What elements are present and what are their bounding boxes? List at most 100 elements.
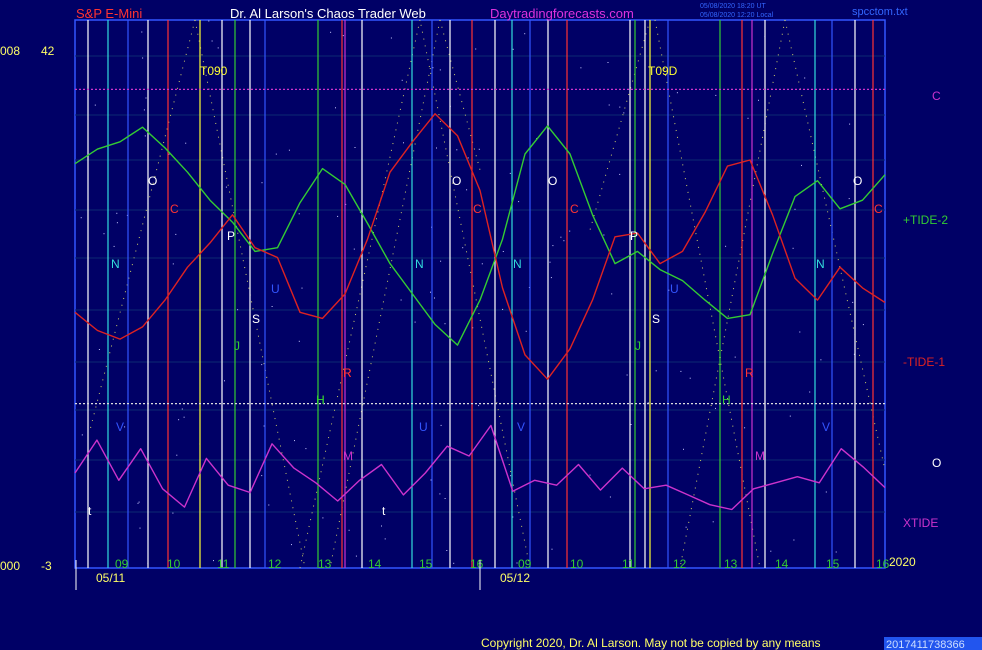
x-tick-label: 10 xyxy=(167,557,181,571)
diag-dotted-line xyxy=(589,19,651,231)
star-dot xyxy=(569,230,571,232)
star-dot xyxy=(337,215,339,217)
star-dot xyxy=(144,135,146,137)
star-dot xyxy=(770,550,772,552)
x-tick-label: 16 xyxy=(876,557,890,571)
site-link[interactable]: Daytradingforecasts.com xyxy=(490,6,634,21)
legend-c: C xyxy=(932,89,941,103)
line-label: P xyxy=(630,229,638,243)
star-dot xyxy=(619,106,621,108)
line-label: N xyxy=(513,257,522,271)
line-label: O xyxy=(148,174,157,188)
star-dot xyxy=(611,293,613,295)
x-year-label: 2020 xyxy=(889,555,916,569)
star-dot xyxy=(510,475,512,477)
line-label: V xyxy=(517,420,525,434)
x-tick-label: 13 xyxy=(724,557,738,571)
star-dot xyxy=(261,182,263,184)
star-dot xyxy=(217,47,219,49)
star-dot xyxy=(804,77,806,79)
file-name: spcctom.txt xyxy=(852,6,908,18)
line-label: U xyxy=(670,282,679,296)
line-label: N xyxy=(415,257,424,271)
star-dot xyxy=(342,35,344,37)
star-dot xyxy=(478,405,480,407)
x-tick-label: 12 xyxy=(673,557,687,571)
star-dot xyxy=(345,203,347,205)
star-dot xyxy=(747,117,749,119)
star-dot xyxy=(116,222,118,224)
diag-dotted-line xyxy=(784,19,886,471)
star-dot xyxy=(305,448,307,450)
star-dot xyxy=(512,48,514,50)
star-dot xyxy=(825,491,827,493)
x-tick-label: 13 xyxy=(318,557,332,571)
line-label: T090 xyxy=(200,64,228,78)
star-dot xyxy=(525,330,527,332)
star-dot xyxy=(619,173,621,175)
star-dot xyxy=(348,529,350,531)
star-dot xyxy=(440,260,442,262)
star-dot xyxy=(744,427,746,429)
series--tide-2 xyxy=(74,125,886,346)
star-dot xyxy=(792,247,794,249)
star-dot xyxy=(137,502,139,504)
star-dot xyxy=(655,370,657,372)
star-dot xyxy=(172,512,174,514)
star-dot xyxy=(734,356,736,358)
line-label: J xyxy=(635,339,641,353)
diag-dotted-line xyxy=(329,19,441,569)
star-dot xyxy=(466,189,468,191)
line-label: t xyxy=(382,504,386,518)
star-dot xyxy=(862,324,864,326)
x-tick-label: 14 xyxy=(368,557,382,571)
star-dot xyxy=(354,147,356,148)
star-dot xyxy=(94,104,96,106)
star-dot xyxy=(400,299,402,301)
star-dot xyxy=(472,327,474,329)
star-dot xyxy=(820,359,822,361)
star-dot xyxy=(626,374,628,376)
line-label: O xyxy=(853,174,862,188)
star-dot xyxy=(116,212,118,214)
star-dot xyxy=(432,67,434,69)
symbol-label: S&P E-Mini xyxy=(76,6,142,21)
star-dot xyxy=(291,544,292,546)
star-dot xyxy=(224,380,225,382)
star-dot xyxy=(835,551,837,553)
x-tick-label: 15 xyxy=(419,557,433,571)
series-xtide xyxy=(74,424,886,511)
star-dot xyxy=(603,234,605,236)
star-dot xyxy=(211,40,213,42)
star-dot xyxy=(353,248,355,250)
star-dot xyxy=(502,251,504,252)
x-date-label: 05/12 xyxy=(500,571,530,585)
star-dot xyxy=(715,94,717,96)
star-dot xyxy=(298,340,300,342)
line-label: C xyxy=(570,202,579,216)
star-dot xyxy=(623,112,625,114)
line-label: O xyxy=(452,174,461,188)
diag-dotted-line xyxy=(679,19,786,569)
line-label: J xyxy=(234,339,240,353)
star-dot xyxy=(384,538,386,540)
star-dot xyxy=(261,364,263,366)
series--tide-1 xyxy=(74,113,886,380)
star-dot xyxy=(676,92,678,94)
star-dot xyxy=(680,370,682,372)
star-dot xyxy=(81,434,83,436)
star-dot xyxy=(142,57,144,59)
star-dot xyxy=(294,440,295,442)
star-dot xyxy=(430,479,432,481)
star-dot xyxy=(439,69,441,71)
x-tick-label: 15 xyxy=(826,557,840,571)
line-label: C xyxy=(874,202,883,216)
star-dot xyxy=(355,555,357,557)
diag-dotted-line xyxy=(299,19,421,569)
star-dot xyxy=(414,321,416,323)
star-dot xyxy=(607,62,609,63)
line-label: H xyxy=(316,393,325,407)
legend-tide-2: +TIDE-2 xyxy=(903,213,948,227)
star-dot xyxy=(288,149,290,151)
star-dot xyxy=(475,48,477,50)
